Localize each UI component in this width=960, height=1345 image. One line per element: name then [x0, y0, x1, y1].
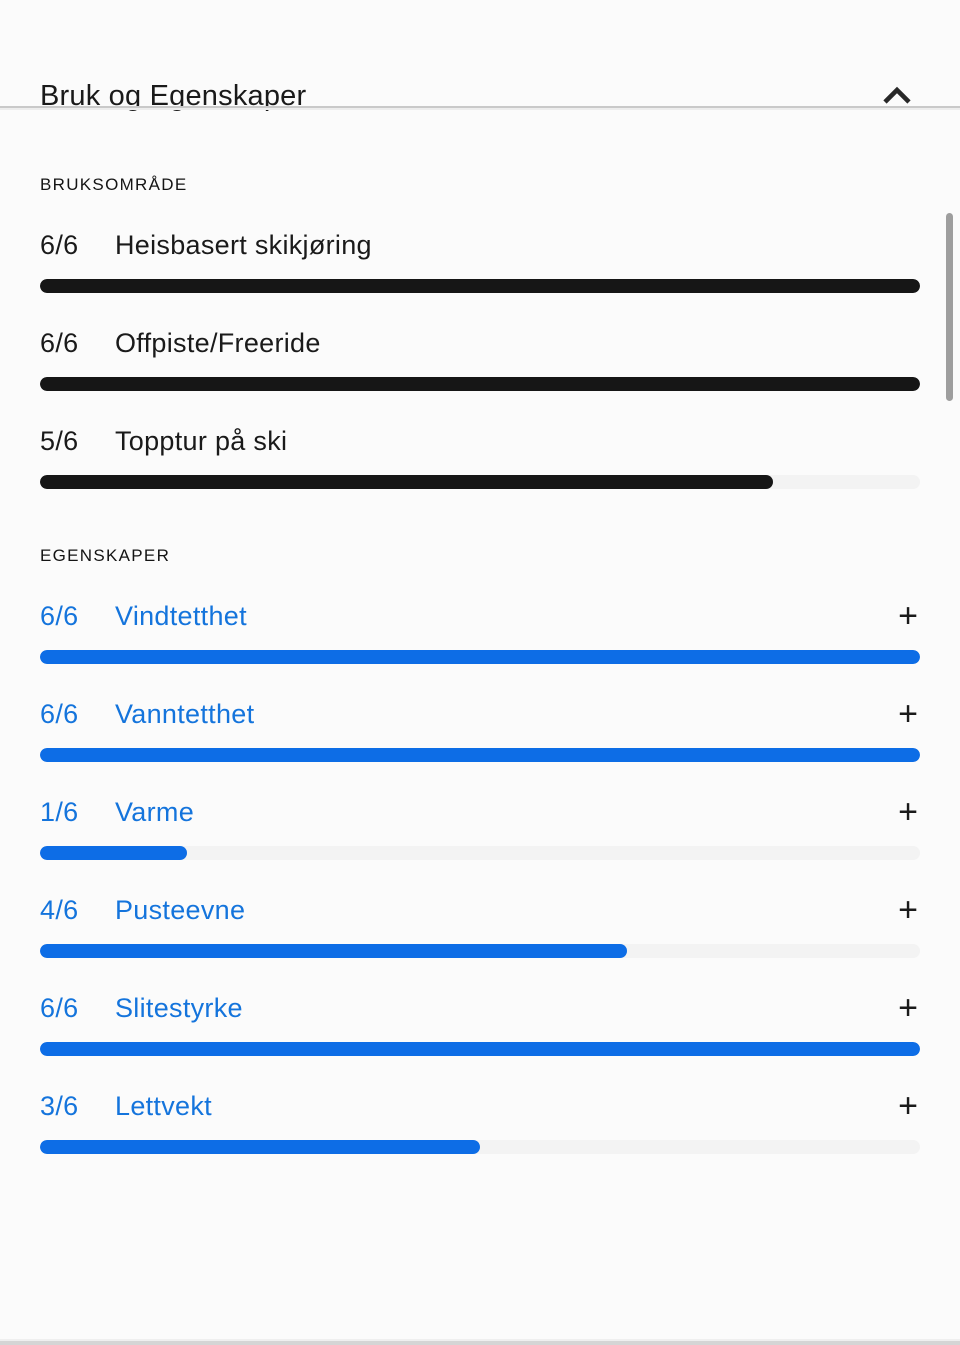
- properties-section: EGENSKAPER 6/6 Vindtetthet + 6/6 Vannt: [40, 546, 920, 1154]
- property-row-lettvekt: 3/6 Lettvekt +: [40, 1089, 920, 1154]
- expand-property-button[interactable]: +: [896, 599, 920, 633]
- rating-bar-fill: [40, 1140, 480, 1154]
- rating-bar-fill: [40, 748, 920, 762]
- property-label: Vindtetthet: [115, 601, 247, 631]
- rating-bar-fill: [40, 475, 774, 489]
- rating-bar-track: [40, 846, 920, 860]
- usage-row-heisbasert: 6/6 Heisbasert skikjøring: [40, 228, 920, 293]
- plus-icon: +: [898, 989, 918, 1027]
- rating-bar-track: [40, 944, 920, 958]
- plus-icon: +: [898, 597, 918, 635]
- rating-bar-track: [40, 748, 920, 762]
- scrollbar-thumb[interactable]: [946, 213, 953, 401]
- score-value: 6/6: [40, 328, 79, 358]
- usage-row-topptur: 5/6 Topptur på ski: [40, 424, 920, 489]
- rating-bar-fill: [40, 1042, 920, 1056]
- rating-bar-fill: [40, 944, 627, 958]
- property-row-slitestyrke: 6/6 Slitestyrke +: [40, 991, 920, 1056]
- plus-icon: +: [898, 1087, 918, 1125]
- rating-bar-fill: [40, 377, 920, 391]
- property-label: Vanntetthet: [115, 699, 255, 729]
- bottom-divider: [0, 1339, 960, 1345]
- rating-bar-track: [40, 650, 920, 664]
- score-value: 3/6: [40, 1091, 79, 1121]
- score-value: 1/6: [40, 797, 79, 827]
- accordion-header-bruk-og-egenskaper[interactable]: Bruk og Egenskaper: [40, 78, 920, 114]
- expand-property-button[interactable]: +: [896, 991, 920, 1025]
- property-label: Varme: [115, 797, 195, 827]
- product-properties-panel: Bruk og Egenskaper BRUKSOMRÅDE 6/6 Heisb…: [0, 78, 960, 1345]
- usage-label: Topptur på ski: [115, 426, 288, 456]
- rating-bar-track: [40, 1042, 920, 1056]
- expand-property-button[interactable]: +: [896, 795, 920, 829]
- usage-section: BRUKSOMRÅDE 6/6 Heisbasert skikjøring 6/…: [40, 175, 920, 489]
- usage-row-offpiste: 6/6 Offpiste/Freeride: [40, 326, 920, 391]
- property-row-pusteevne: 4/6 Pusteevne +: [40, 893, 920, 958]
- plus-icon: +: [898, 891, 918, 929]
- usage-label: Heisbasert skikjøring: [115, 230, 372, 260]
- section-title: Bruk og Egenskaper: [40, 80, 307, 112]
- rating-bar-fill: [40, 846, 187, 860]
- property-label: Lettvekt: [115, 1091, 212, 1121]
- rating-bar-track: [40, 1140, 920, 1154]
- score-value: 6/6: [40, 230, 79, 260]
- property-row-varme: 1/6 Varme +: [40, 795, 920, 860]
- expand-property-button[interactable]: +: [896, 1089, 920, 1123]
- rating-bar-track: [40, 475, 920, 489]
- score-value: 6/6: [40, 993, 79, 1023]
- plus-icon: +: [898, 695, 918, 733]
- rating-bar-track: [40, 279, 920, 293]
- chevron-up-icon[interactable]: [882, 84, 912, 108]
- rating-bar-track: [40, 377, 920, 391]
- score-value: 6/6: [40, 699, 79, 729]
- usage-label: Offpiste/Freeride: [115, 328, 321, 358]
- score-value: 6/6: [40, 601, 79, 631]
- property-row-vindtetthet: 6/6 Vindtetthet +: [40, 599, 920, 664]
- expand-property-button[interactable]: +: [896, 697, 920, 731]
- plus-icon: +: [898, 793, 918, 831]
- score-value: 4/6: [40, 895, 79, 925]
- rating-bar-fill: [40, 279, 920, 293]
- top-divider: [0, 106, 960, 108]
- properties-heading: EGENSKAPER: [40, 546, 171, 565]
- rating-bar-fill: [40, 650, 920, 664]
- expand-property-button[interactable]: +: [896, 893, 920, 927]
- score-value: 5/6: [40, 426, 79, 456]
- property-label: Pusteevne: [115, 895, 246, 925]
- usage-heading: BRUKSOMRÅDE: [40, 175, 188, 194]
- property-label: Slitestyrke: [115, 993, 243, 1023]
- property-row-vanntetthet: 6/6 Vanntetthet +: [40, 697, 920, 762]
